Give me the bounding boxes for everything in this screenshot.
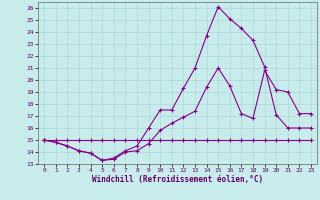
X-axis label: Windchill (Refroidissement éolien,°C): Windchill (Refroidissement éolien,°C)	[92, 175, 263, 184]
